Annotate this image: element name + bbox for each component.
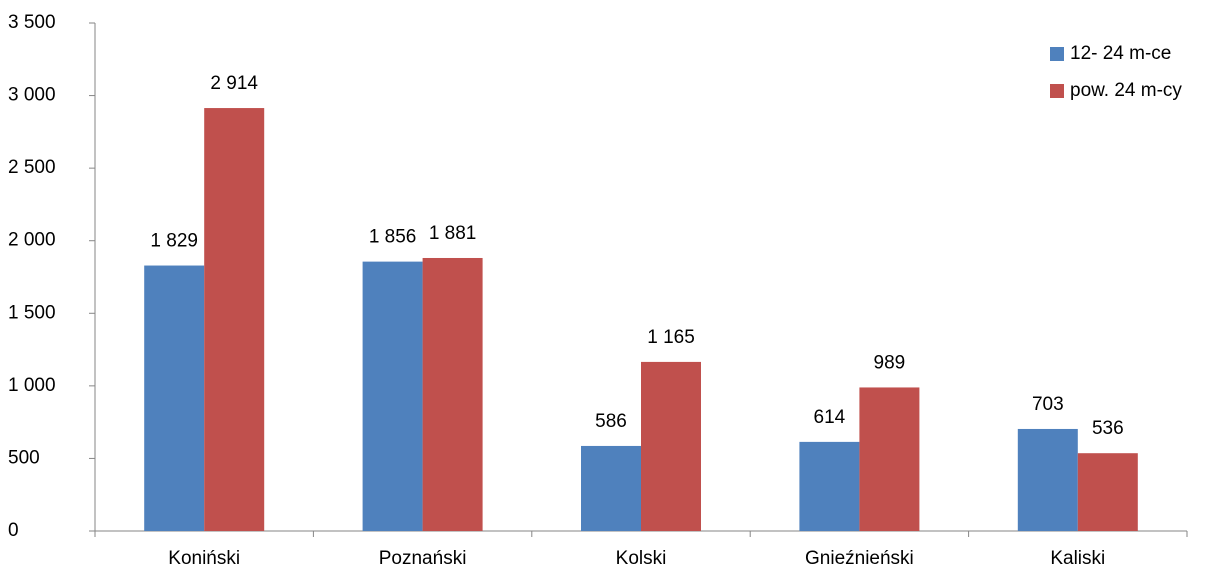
bar [1077, 453, 1138, 531]
data-label: 1 881 [429, 223, 477, 244]
y-tick-label: 3 000 [8, 85, 56, 106]
bar [144, 265, 205, 531]
legend-label: 12- 24 m-ce [1070, 43, 1171, 64]
bar [859, 387, 920, 531]
data-label: 1 829 [150, 231, 198, 252]
bar [204, 108, 265, 531]
data-label: 703 [1032, 394, 1064, 415]
bar [1017, 428, 1078, 531]
data-label: 586 [595, 411, 627, 432]
bar [422, 257, 483, 531]
data-label: 536 [1092, 418, 1124, 439]
y-tick-label: 0 [8, 520, 19, 541]
x-tick-label: Gnieźnieński [805, 548, 914, 569]
x-tick-label: Poznański [379, 548, 467, 569]
y-tick-label: 2 000 [8, 230, 56, 251]
bar [799, 441, 860, 531]
x-tick-label: Kolski [616, 548, 667, 569]
bar [362, 261, 423, 531]
legend-swatch [1050, 84, 1064, 98]
data-label: 1 165 [647, 327, 695, 348]
bar [641, 361, 701, 531]
data-label: 1 856 [369, 227, 417, 248]
y-tick-label: 3 500 [8, 12, 56, 33]
data-label: 989 [874, 352, 906, 373]
data-label: 2 914 [210, 73, 258, 94]
legend-label: pow. 24 m-cy [1070, 80, 1182, 101]
y-tick-label: 1 000 [8, 375, 56, 396]
y-tick-label: 1 500 [8, 302, 56, 323]
legend-swatch [1050, 47, 1064, 61]
x-tick-label: Koniński [168, 548, 240, 569]
bar [581, 445, 641, 531]
x-tick-label: Kaliski [1050, 548, 1105, 569]
y-tick-label: 500 [8, 447, 40, 468]
y-tick-label: 2 500 [8, 157, 56, 178]
data-label: 614 [814, 407, 846, 428]
